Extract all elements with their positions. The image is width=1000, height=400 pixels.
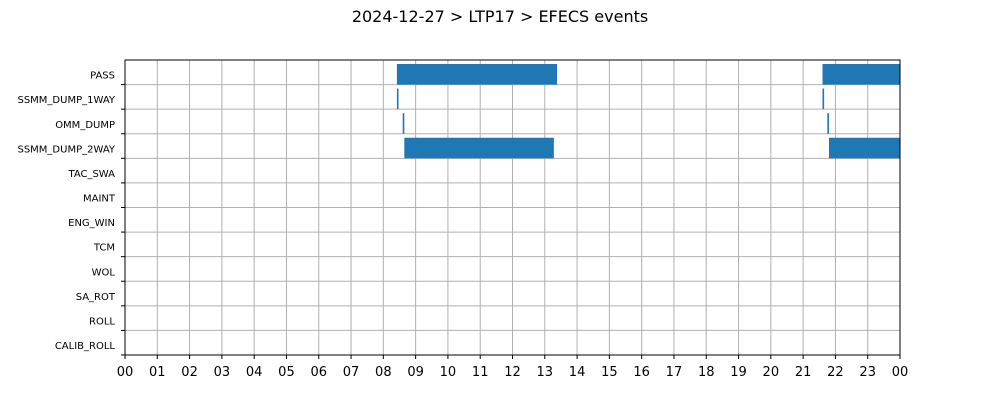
x-tick-label: 02 [181, 365, 198, 380]
y-tick-label: TAC_SWA [67, 169, 115, 180]
x-tick-label: 20 [763, 365, 780, 380]
y-tick-label: PASS [90, 71, 115, 82]
x-tick-label: 04 [246, 365, 263, 380]
y-tick-label: ROLL [89, 316, 115, 327]
event-bar-ssmm-dump-1way [822, 88, 825, 110]
y-tick-label: MAINT [83, 194, 116, 205]
y-tick-label: WOL [92, 267, 116, 278]
event-bar-ssmm-dump-1way [396, 88, 399, 110]
event-bar-ssmm-dump-2way [404, 137, 554, 159]
grid-lines [124, 60, 901, 356]
x-tick-label: 16 [633, 365, 650, 380]
event-bars [396, 64, 900, 159]
y-tick-label: SA_ROT [76, 292, 116, 303]
x-tick-label: 19 [730, 365, 747, 380]
chart-title: 2024-12-27 > LTP17 > EFECS events [352, 7, 648, 26]
event-bar-omm-dump [827, 113, 829, 134]
x-tick-label: 18 [698, 365, 715, 380]
x-tick-label: 14 [569, 365, 586, 380]
x-tick-label: 22 [827, 365, 844, 380]
x-tick-label: 00 [117, 365, 134, 380]
x-tick-label: 17 [666, 365, 683, 380]
x-tick-label: 01 [149, 365, 166, 380]
event-bar-pass [396, 64, 558, 85]
y-tick-label: CALIB_ROLL [55, 341, 116, 352]
x-axis-ticks: 00 01 02 03 04 05 06 07 08 09 10 11 12 13 14 15 16 17 18 19… [117, 355, 909, 380]
y-tick-label: TCM [93, 243, 115, 254]
x-tick-label: 23 [859, 365, 876, 380]
x-tick-label: 15 [601, 365, 618, 380]
event-bar-pass [822, 64, 900, 85]
event-bar-omm-dump [402, 113, 405, 134]
y-tick-label: SSMM_DUMP_2WAY [17, 144, 115, 155]
y-tick-label: OMM_DUMP [55, 120, 115, 131]
x-tick-label: 09 [407, 365, 424, 380]
x-tick-label: 10 [440, 365, 457, 380]
y-tick-label: ENG_WIN [68, 218, 115, 229]
event-bar-ssmm-dump-2way [828, 137, 900, 159]
x-tick-label: 11 [472, 365, 489, 380]
x-tick-label: 07 [343, 365, 360, 380]
x-tick-label: 12 [504, 365, 521, 380]
x-tick-label: 21 [795, 365, 812, 380]
x-tick-label: 03 [214, 365, 231, 380]
x-tick-label: 00 [892, 365, 909, 380]
x-tick-label: 08 [375, 365, 392, 380]
x-tick-label: 13 [537, 365, 554, 380]
y-tick-label: SSMM_DUMP_1WAY [17, 95, 115, 106]
y-axis-ticks: PASS SSMM_DUMP_1WAY OMM_DUMP SSMM_DUMP_2WAY… [17, 71, 125, 356]
x-tick-label: 06 [310, 365, 327, 380]
x-tick-label: 05 [278, 365, 295, 380]
